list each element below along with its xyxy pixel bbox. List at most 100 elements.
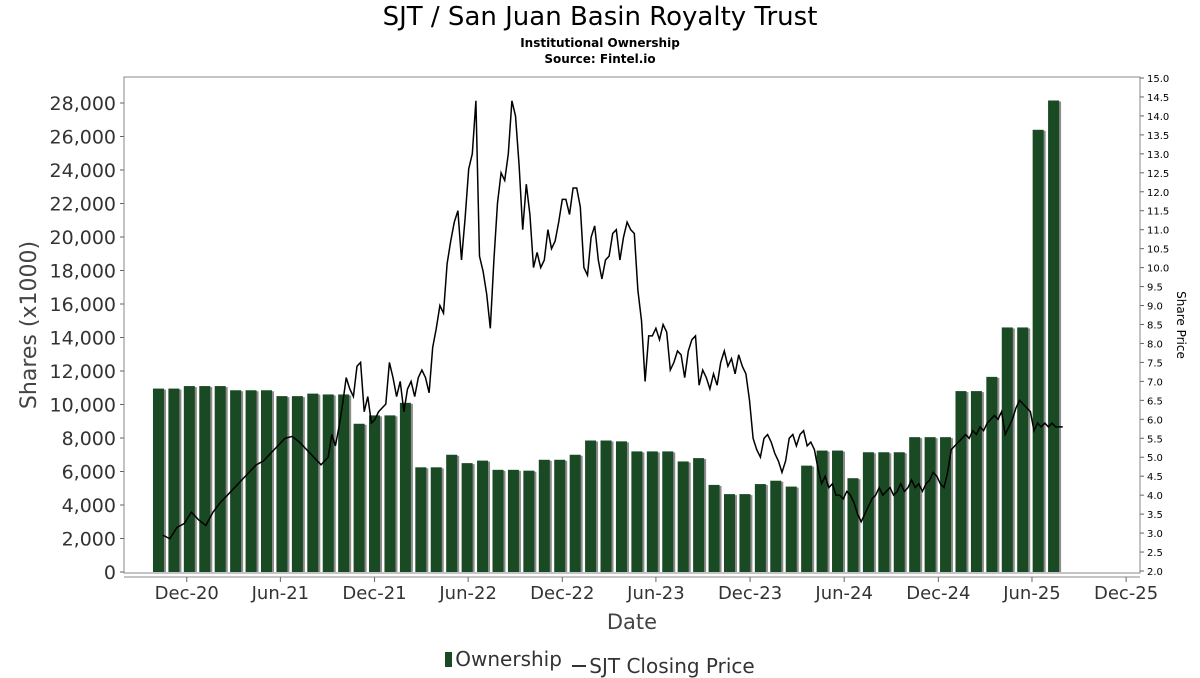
y2-tick-label: 14.0 bbox=[1147, 112, 1169, 123]
y-tick-label: 2,000 bbox=[62, 529, 116, 551]
ownership-bar bbox=[538, 459, 550, 572]
ownership-bar bbox=[970, 391, 982, 572]
y-tick-label: 26,000 bbox=[50, 127, 116, 149]
ownership-bar bbox=[199, 386, 211, 572]
ownership-bar bbox=[230, 390, 242, 572]
ownership-bars bbox=[152, 100, 1062, 573]
ownership-bar bbox=[307, 393, 319, 572]
ownership-bar bbox=[507, 469, 519, 572]
ownership-bar bbox=[183, 386, 195, 572]
chart-source: Source: Fintel.io bbox=[544, 52, 656, 66]
y-tick-label: 0 bbox=[104, 562, 116, 584]
x-tick-label: Dec-21 bbox=[342, 583, 406, 604]
y2-tick-label: 7.0 bbox=[1147, 377, 1163, 388]
y-axis-label: Shares (x1000) bbox=[17, 241, 42, 409]
legend-label-price: SJT Closing Price bbox=[589, 653, 755, 678]
y2-tick-label: 10.5 bbox=[1147, 245, 1169, 256]
ownership-bar bbox=[322, 394, 334, 572]
chart-subtitle: Institutional Ownership bbox=[520, 36, 680, 50]
y2-tick-label: 5.5 bbox=[1147, 434, 1163, 445]
x-axis-label: Date bbox=[607, 610, 657, 634]
y2-tick-label: 15.0 bbox=[1147, 74, 1169, 85]
ownership-bar bbox=[276, 396, 288, 572]
ownership-bar bbox=[1001, 327, 1013, 572]
ownership-bar bbox=[477, 460, 489, 572]
y2-tick-label: 4.0 bbox=[1147, 491, 1163, 502]
x-tick-label: Jun-21 bbox=[251, 583, 310, 604]
x-tick-label: Dec-24 bbox=[906, 583, 970, 604]
ownership-bar bbox=[260, 390, 272, 572]
y2-tick-label: 9.0 bbox=[1147, 302, 1163, 313]
ownership-bar bbox=[708, 484, 720, 572]
ownership-bar bbox=[785, 486, 797, 572]
x-tick-label: Dec-22 bbox=[530, 583, 594, 604]
y2-tick-label: 11.5 bbox=[1147, 207, 1169, 218]
ownership-bar bbox=[523, 470, 535, 572]
ownership-bar bbox=[461, 463, 473, 572]
ownership-bar bbox=[832, 450, 844, 572]
ownership-bar bbox=[723, 494, 735, 572]
ownership-bar bbox=[384, 415, 396, 572]
y2-tick-label: 13.0 bbox=[1147, 150, 1169, 161]
y-tick-label: 8,000 bbox=[62, 428, 116, 450]
ownership-bar bbox=[986, 376, 998, 572]
ownership-bar bbox=[847, 478, 859, 572]
ownership-bar bbox=[909, 437, 921, 572]
ownership-bar bbox=[554, 459, 566, 572]
x-axis: Dec-20 Jun-21 Dec-21 Jun-22 Dec-22 Jun-23 Dec-… bbox=[124, 576, 1158, 604]
y2-tick-label: 12.5 bbox=[1147, 169, 1169, 180]
y-tick-label: 12,000 bbox=[50, 361, 116, 383]
y-tick-label: 18,000 bbox=[50, 261, 116, 283]
y-tick-label: 22,000 bbox=[50, 194, 116, 216]
ownership-bar bbox=[446, 454, 458, 572]
x-tick-label: Jun-25 bbox=[1002, 583, 1061, 604]
ownership-bar bbox=[924, 437, 936, 572]
x-tick-label: Dec-23 bbox=[718, 583, 782, 604]
ownership-swatch-icon bbox=[445, 651, 453, 667]
ownership-bar bbox=[770, 480, 782, 572]
y2-axis: 2.0 2.5 3.0 3.5 4.0 4.5 5.0 5.5 6.0 6.5 7.0 7.5 8.0 8… bbox=[1140, 74, 1169, 578]
ownership-bar bbox=[878, 452, 890, 572]
y2-tick-label: 7.5 bbox=[1147, 358, 1163, 369]
x-tick-label: Jun-23 bbox=[626, 583, 685, 604]
price-line bbox=[162, 100, 1063, 540]
x-tick-label: Dec-20 bbox=[155, 583, 219, 604]
y2-tick-label: 9.5 bbox=[1147, 283, 1163, 294]
ownership-bar bbox=[369, 415, 381, 572]
y2-tick-label: 3.5 bbox=[1147, 510, 1163, 521]
ownership-bar bbox=[399, 402, 411, 572]
ownership-bar bbox=[677, 461, 689, 572]
x-tick-label: Jun-24 bbox=[814, 583, 873, 604]
ownership-bar bbox=[801, 465, 813, 572]
ownership-bar bbox=[615, 441, 627, 572]
y2-tick-label: 6.5 bbox=[1147, 396, 1163, 407]
legend-item-price: SJT Closing Price bbox=[572, 653, 755, 678]
ownership-bar bbox=[816, 450, 828, 572]
y2-tick-label: 11.0 bbox=[1147, 226, 1169, 237]
ownership-bar bbox=[955, 391, 967, 572]
y-tick-label: 16,000 bbox=[50, 294, 116, 316]
ownership-bar bbox=[940, 437, 952, 572]
x-tick-label: Dec-25 bbox=[1094, 583, 1158, 604]
price-line-group bbox=[162, 100, 1063, 540]
y2-tick-label: 5.0 bbox=[1147, 453, 1163, 464]
y2-tick-label: 12.0 bbox=[1147, 188, 1169, 199]
y-tick-label: 28,000 bbox=[50, 93, 116, 115]
legend-label-ownership: Ownership bbox=[455, 647, 562, 671]
y-tick-label: 24,000 bbox=[50, 160, 116, 182]
ownership-bar bbox=[214, 386, 226, 572]
y2-tick-label: 14.5 bbox=[1147, 93, 1169, 104]
y2-tick-label: 2.0 bbox=[1147, 567, 1163, 578]
ownership-bar bbox=[631, 451, 643, 572]
ownership-bar bbox=[693, 458, 705, 572]
y2-tick-label: 8.0 bbox=[1147, 339, 1163, 350]
y2-tick-label: 8.5 bbox=[1147, 321, 1163, 332]
y2-tick-label: 2.5 bbox=[1147, 548, 1163, 559]
chart-title: SJT / San Juan Basin Royalty Trust bbox=[382, 2, 818, 32]
ownership-bar bbox=[600, 440, 612, 572]
price-swatch-icon bbox=[572, 664, 587, 667]
ownership-bar bbox=[739, 494, 751, 572]
ownership-bar bbox=[585, 440, 597, 572]
ownership-bar bbox=[353, 423, 365, 572]
